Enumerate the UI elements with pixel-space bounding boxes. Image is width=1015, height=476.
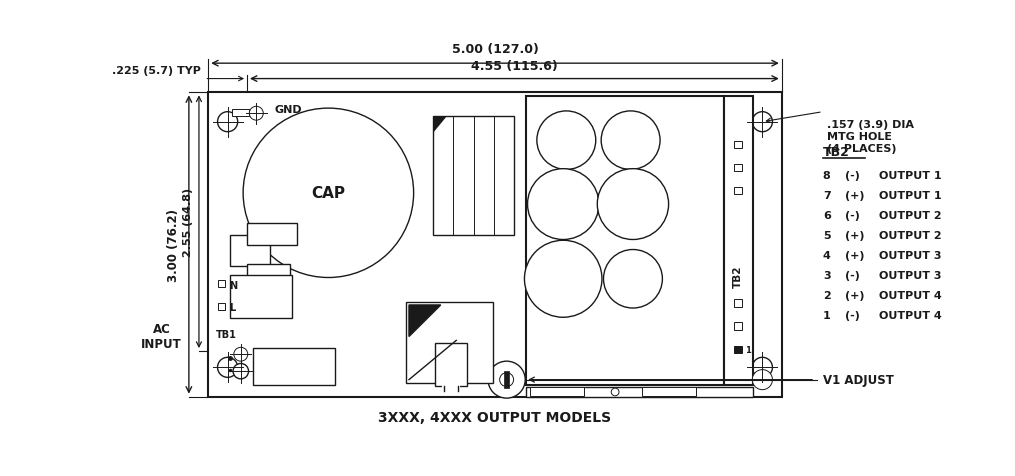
Bar bbox=[434, 344, 467, 386]
Circle shape bbox=[752, 112, 772, 132]
Text: OUTPUT 3: OUTPUT 3 bbox=[879, 270, 941, 280]
Circle shape bbox=[528, 169, 599, 240]
Bar bbox=[735, 346, 742, 354]
Text: V1 ADJUST: V1 ADJUST bbox=[823, 373, 893, 387]
Circle shape bbox=[250, 107, 263, 121]
Circle shape bbox=[601, 112, 660, 170]
Bar bbox=[247, 223, 297, 245]
Bar bbox=[217, 303, 224, 310]
Text: 3XXX, 4XXX OUTPUT MODELS: 3XXX, 4XXX OUTPUT MODELS bbox=[379, 411, 612, 425]
Text: 4: 4 bbox=[823, 250, 830, 260]
Circle shape bbox=[488, 361, 525, 398]
Circle shape bbox=[499, 373, 514, 387]
Text: (+): (+) bbox=[844, 190, 864, 200]
Text: 5: 5 bbox=[823, 230, 830, 240]
Text: 2: 2 bbox=[823, 290, 830, 300]
Text: (-): (-) bbox=[844, 210, 860, 220]
Bar bbox=[231, 109, 249, 116]
Bar bbox=[208, 93, 782, 397]
Text: (-): (-) bbox=[844, 310, 860, 320]
Text: 1: 1 bbox=[823, 310, 830, 320]
Circle shape bbox=[233, 364, 249, 379]
Bar bbox=[247, 265, 289, 281]
Polygon shape bbox=[409, 305, 441, 337]
Bar bbox=[217, 280, 224, 288]
Text: 3.00 (76.2): 3.00 (76.2) bbox=[166, 208, 180, 281]
Bar bbox=[735, 141, 742, 149]
Bar bbox=[642, 387, 696, 396]
Circle shape bbox=[217, 112, 238, 132]
Bar bbox=[735, 188, 742, 195]
Circle shape bbox=[752, 370, 772, 390]
Circle shape bbox=[244, 109, 414, 278]
Text: (+): (+) bbox=[844, 250, 864, 260]
Bar bbox=[735, 323, 742, 330]
Circle shape bbox=[752, 357, 772, 377]
Bar bbox=[253, 348, 335, 385]
Bar bbox=[526, 97, 724, 385]
Bar bbox=[433, 117, 515, 236]
Bar bbox=[504, 371, 509, 388]
Bar bbox=[530, 387, 584, 396]
Circle shape bbox=[611, 388, 619, 396]
Circle shape bbox=[525, 241, 602, 317]
Text: OUTPUT 1: OUTPUT 1 bbox=[879, 170, 941, 180]
Text: GND: GND bbox=[274, 105, 301, 115]
Text: (+): (+) bbox=[844, 230, 864, 240]
Text: TB2: TB2 bbox=[734, 265, 743, 287]
Text: .225 (5.7) TYP: .225 (5.7) TYP bbox=[112, 66, 201, 76]
Text: OUTPUT 2: OUTPUT 2 bbox=[879, 210, 941, 220]
Bar bbox=[724, 97, 753, 385]
Text: CAP: CAP bbox=[312, 186, 345, 201]
Text: OUTPUT 2: OUTPUT 2 bbox=[879, 230, 941, 240]
Text: 1: 1 bbox=[745, 345, 750, 354]
Bar bbox=[230, 276, 292, 318]
Text: OUTPUT 1: OUTPUT 1 bbox=[879, 190, 941, 200]
Text: OUTPUT 4: OUTPUT 4 bbox=[879, 290, 941, 300]
Bar bbox=[735, 300, 742, 307]
Text: OUTPUT 3: OUTPUT 3 bbox=[879, 250, 941, 260]
Bar bbox=[406, 302, 492, 383]
Text: 4.55 (115.6): 4.55 (115.6) bbox=[471, 60, 558, 73]
Text: TB1: TB1 bbox=[216, 329, 236, 339]
Circle shape bbox=[597, 169, 669, 240]
Text: 5.00 (127.0): 5.00 (127.0) bbox=[452, 43, 538, 56]
Text: 7: 7 bbox=[823, 190, 830, 200]
Circle shape bbox=[233, 347, 248, 361]
Text: (+): (+) bbox=[844, 290, 864, 300]
Text: OUTPUT 4: OUTPUT 4 bbox=[879, 310, 941, 320]
Polygon shape bbox=[433, 117, 447, 134]
Text: 6: 6 bbox=[823, 210, 830, 220]
Bar bbox=[526, 387, 753, 397]
Text: TB2: TB2 bbox=[823, 145, 850, 159]
Text: AC
INPUT: AC INPUT bbox=[141, 322, 182, 350]
Text: L: L bbox=[229, 303, 235, 313]
Text: N: N bbox=[229, 281, 238, 291]
Text: .157 (3.9) DIA
MTG HOLE
(4 PLACES): .157 (3.9) DIA MTG HOLE (4 PLACES) bbox=[826, 120, 914, 153]
Text: 3: 3 bbox=[823, 270, 830, 280]
Text: 2.55 (64.8): 2.55 (64.8) bbox=[183, 188, 193, 257]
Circle shape bbox=[604, 250, 663, 308]
Circle shape bbox=[537, 112, 596, 170]
Bar bbox=[230, 236, 270, 266]
Text: (-): (-) bbox=[844, 270, 860, 280]
Text: (-): (-) bbox=[844, 170, 860, 180]
Circle shape bbox=[217, 357, 238, 377]
Text: 8: 8 bbox=[823, 170, 830, 180]
Bar bbox=[735, 164, 742, 172]
